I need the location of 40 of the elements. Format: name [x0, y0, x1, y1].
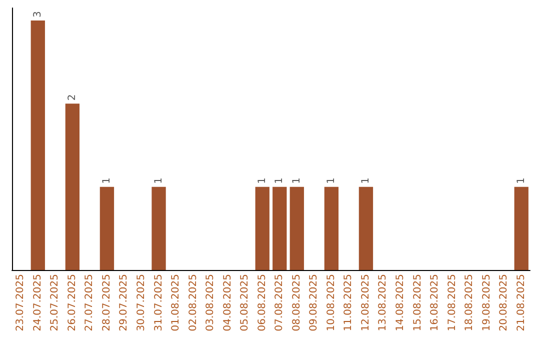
x-tick-label: 01.08.2025 — [170, 274, 182, 332]
x-tick-label: 25.07.2025 — [50, 274, 61, 332]
x-tick-label: 06.08.2025 — [256, 274, 268, 332]
data-label: 1 — [360, 177, 372, 184]
x-tick-label: 02.08.2025 — [188, 274, 199, 332]
x-tick-label: 29.07.2025 — [118, 274, 130, 332]
data-label: 1 — [274, 177, 286, 184]
x-tick-label: 15.08.2025 — [412, 274, 424, 332]
data-label: 2 — [66, 94, 78, 101]
data-label: 1 — [101, 177, 112, 184]
data-label: 1 — [516, 177, 527, 184]
x-tick-label: 24.07.2025 — [32, 274, 44, 332]
x-tick-label: 04.08.2025 — [222, 274, 234, 332]
data-label: 1 — [291, 177, 302, 184]
x-tick-label: 08.08.2025 — [291, 274, 302, 332]
x-tick-label: 11.08.2025 — [343, 274, 354, 332]
x-tick-label: 10.08.2025 — [326, 274, 337, 332]
x-tick-label: 30.07.2025 — [136, 274, 147, 332]
x-tick-label: 16.08.2025 — [430, 274, 441, 332]
x-tick-label: 21.08.2025 — [516, 274, 527, 332]
data-label: 3 — [32, 11, 44, 18]
x-tick-label: 17.08.2025 — [446, 274, 458, 332]
data-label: 1 — [256, 177, 268, 184]
data-label: 1 — [153, 177, 164, 184]
data-label: 1 — [326, 177, 337, 184]
x-tick-label: 09.08.2025 — [308, 274, 320, 332]
x-tick-label: 14.08.2025 — [395, 274, 406, 332]
x-tick-label: 07.08.2025 — [274, 274, 286, 332]
x-tick-label: 18.08.2025 — [464, 274, 476, 332]
x-tick-label: 23.07.2025 — [15, 274, 26, 332]
x-tick-label: 26.07.2025 — [66, 274, 78, 332]
x-tick-label: 20.08.2025 — [498, 274, 510, 332]
x-tick-label: 19.08.2025 — [481, 274, 492, 332]
x-tick-label: 03.08.2025 — [205, 274, 216, 332]
x-tick-label: 28.07.2025 — [101, 274, 112, 332]
x-tick-label: 31.07.2025 — [153, 274, 164, 332]
x-tick-label: 13.08.2025 — [378, 274, 389, 332]
x-tick-label: 27.07.2025 — [84, 274, 96, 332]
x-tick-label: 05.08.2025 — [240, 274, 251, 332]
x-tick-label: 12.08.2025 — [360, 274, 372, 332]
